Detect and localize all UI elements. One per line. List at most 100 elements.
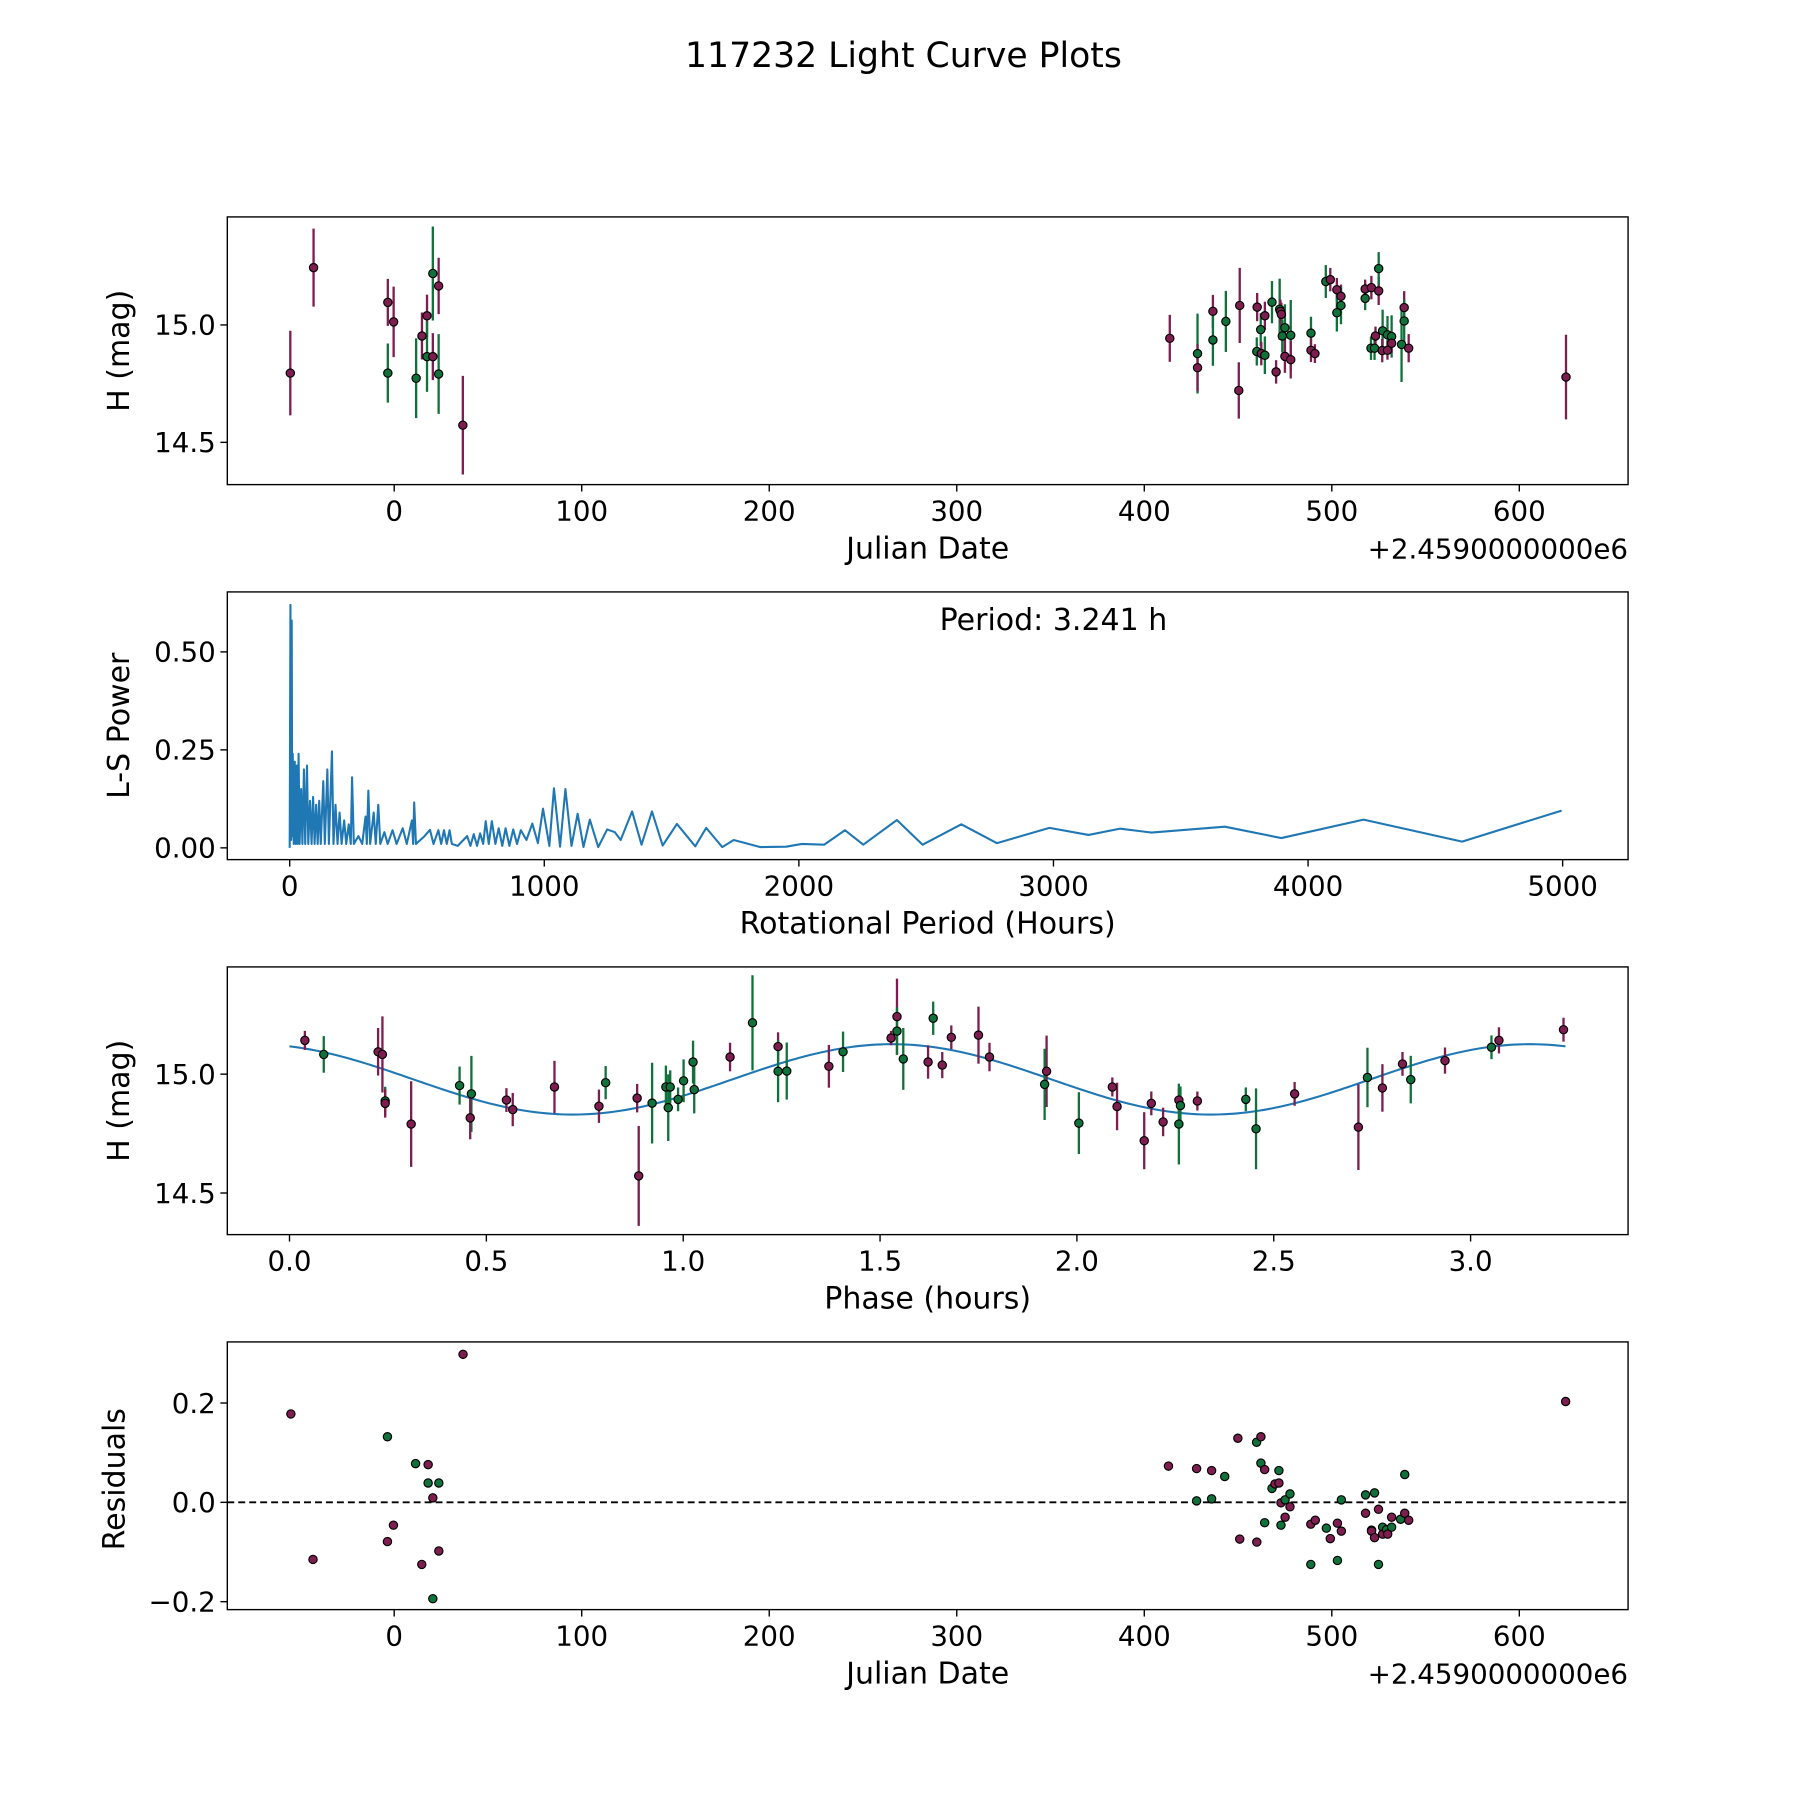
data-point: [1332, 1518, 1343, 1528]
data-point: [1192, 348, 1203, 359]
data-point: [1386, 1522, 1397, 1532]
data-point: [454, 1080, 465, 1091]
data-point: [1403, 1515, 1414, 1525]
data-point: [647, 1098, 657, 1108]
data-point: [1191, 1463, 1202, 1474]
data-point: [1386, 338, 1397, 348]
data-point: [1382, 345, 1393, 356]
data-point: [1336, 1495, 1347, 1505]
data-point: [984, 1052, 995, 1062]
data-point: [1400, 1508, 1410, 1518]
x-tick-label: 200: [743, 1619, 796, 1652]
data-point: [886, 1033, 896, 1043]
data-point: [665, 1082, 675, 1092]
data-point: [1234, 1534, 1245, 1544]
lightcurve-axes-frame: [226, 216, 1629, 486]
data-point: [1267, 297, 1277, 307]
x-tick-label: 1000: [509, 869, 579, 902]
data-point: [1325, 1533, 1336, 1544]
figure-title: 117232 Light Curve Plots: [685, 36, 1122, 76]
data-point: [688, 1057, 698, 1067]
data-point: [388, 317, 399, 327]
data-point: [1255, 324, 1266, 335]
data-point: [1158, 1117, 1168, 1127]
data-point: [1112, 1101, 1122, 1112]
data-point: [1369, 1488, 1380, 1498]
data-point: [1321, 1523, 1332, 1533]
data-point: [1260, 350, 1270, 360]
data-point: [1360, 293, 1370, 304]
data-point: [1325, 274, 1336, 285]
data-point: [725, 1052, 735, 1062]
lightcurve-ylabel: H (mag): [102, 290, 137, 412]
x-tick-label: 400: [1118, 1619, 1171, 1652]
data-point: [410, 1458, 421, 1469]
data-point: [423, 1459, 433, 1470]
data-point: [428, 268, 438, 279]
data-point: [1306, 328, 1316, 338]
data-point: [1373, 1559, 1384, 1570]
data-point: [1074, 1118, 1084, 1128]
x-tick-label: 400: [1118, 494, 1171, 527]
data-point: [1310, 348, 1320, 359]
data-point: [501, 1095, 512, 1105]
x-tick-label: 0.0: [267, 1244, 311, 1277]
data-point: [1336, 291, 1346, 302]
data-point: [422, 311, 432, 321]
phased-xlabel: Phase (hours): [824, 1281, 1031, 1316]
data-point: [663, 1102, 673, 1113]
data-point: [434, 1478, 444, 1488]
data-point: [782, 1066, 792, 1076]
phased-ylabel: H (mag): [102, 1040, 137, 1162]
data-point: [1336, 1526, 1347, 1536]
data-point: [377, 1049, 388, 1060]
x-tick-label: 5000: [1527, 869, 1597, 902]
data-point: [1259, 1517, 1270, 1528]
x-tick-label: 600: [1493, 1619, 1546, 1652]
x-tick-label: 300: [930, 494, 983, 527]
data-point: [1332, 1555, 1343, 1566]
lightcurve-plot-area: [285, 226, 1571, 475]
data-point: [1486, 1042, 1497, 1053]
data-point: [388, 1520, 399, 1530]
data-point: [1276, 309, 1287, 320]
periodogram-line: [288, 603, 1562, 849]
data-point: [458, 420, 468, 430]
data-point: [923, 1057, 933, 1067]
data-point: [1285, 330, 1296, 341]
data-point: [973, 1030, 984, 1040]
x-tick-label: 1.0: [661, 1244, 705, 1277]
data-point: [380, 1098, 390, 1109]
data-point: [508, 1104, 518, 1115]
data-point: [1192, 1096, 1203, 1106]
x-tick-label: 3000: [1018, 869, 1088, 902]
lightcurve-panel: Julian Date H (mag) +2.4590000000e6 0 100…: [102, 216, 1629, 566]
data-point: [1206, 1494, 1217, 1504]
period-annotation: Period: 3.241 h: [940, 603, 1168, 638]
x-tick-label: 2000: [764, 869, 834, 902]
residuals-offset-text: +2.4590000000e6: [1368, 1657, 1628, 1690]
data-point: [1165, 333, 1175, 344]
data-point: [1369, 1532, 1380, 1543]
y-tick-label: 14.5: [154, 426, 216, 459]
data-point: [1208, 335, 1218, 345]
residuals-xlabel: Julian Date: [844, 1656, 1009, 1691]
data-point: [1399, 316, 1409, 326]
x-tick-label: 0: [385, 1619, 403, 1652]
x-tick-label: 500: [1305, 1619, 1358, 1652]
data-point: [1440, 1055, 1450, 1066]
data-point: [1310, 1515, 1321, 1525]
periodogram-ylabel: L-S Power: [102, 652, 137, 799]
x-tick-label: 0.5: [464, 1244, 508, 1277]
data-point: [689, 1084, 699, 1095]
data-point: [1332, 307, 1342, 318]
data-point: [1280, 1512, 1290, 1522]
y-tick-label: 15.0: [154, 1058, 216, 1091]
data-point: [417, 331, 427, 341]
data-point: [1560, 1396, 1571, 1407]
x-tick-label: 2.0: [1055, 1244, 1099, 1277]
data-point: [1403, 343, 1414, 353]
data-point: [1360, 1490, 1371, 1500]
phased-panel: Phase (hours) H (mag) 0.0 0.5 1.0 1.5 2.0 2.5…: [102, 966, 1629, 1316]
